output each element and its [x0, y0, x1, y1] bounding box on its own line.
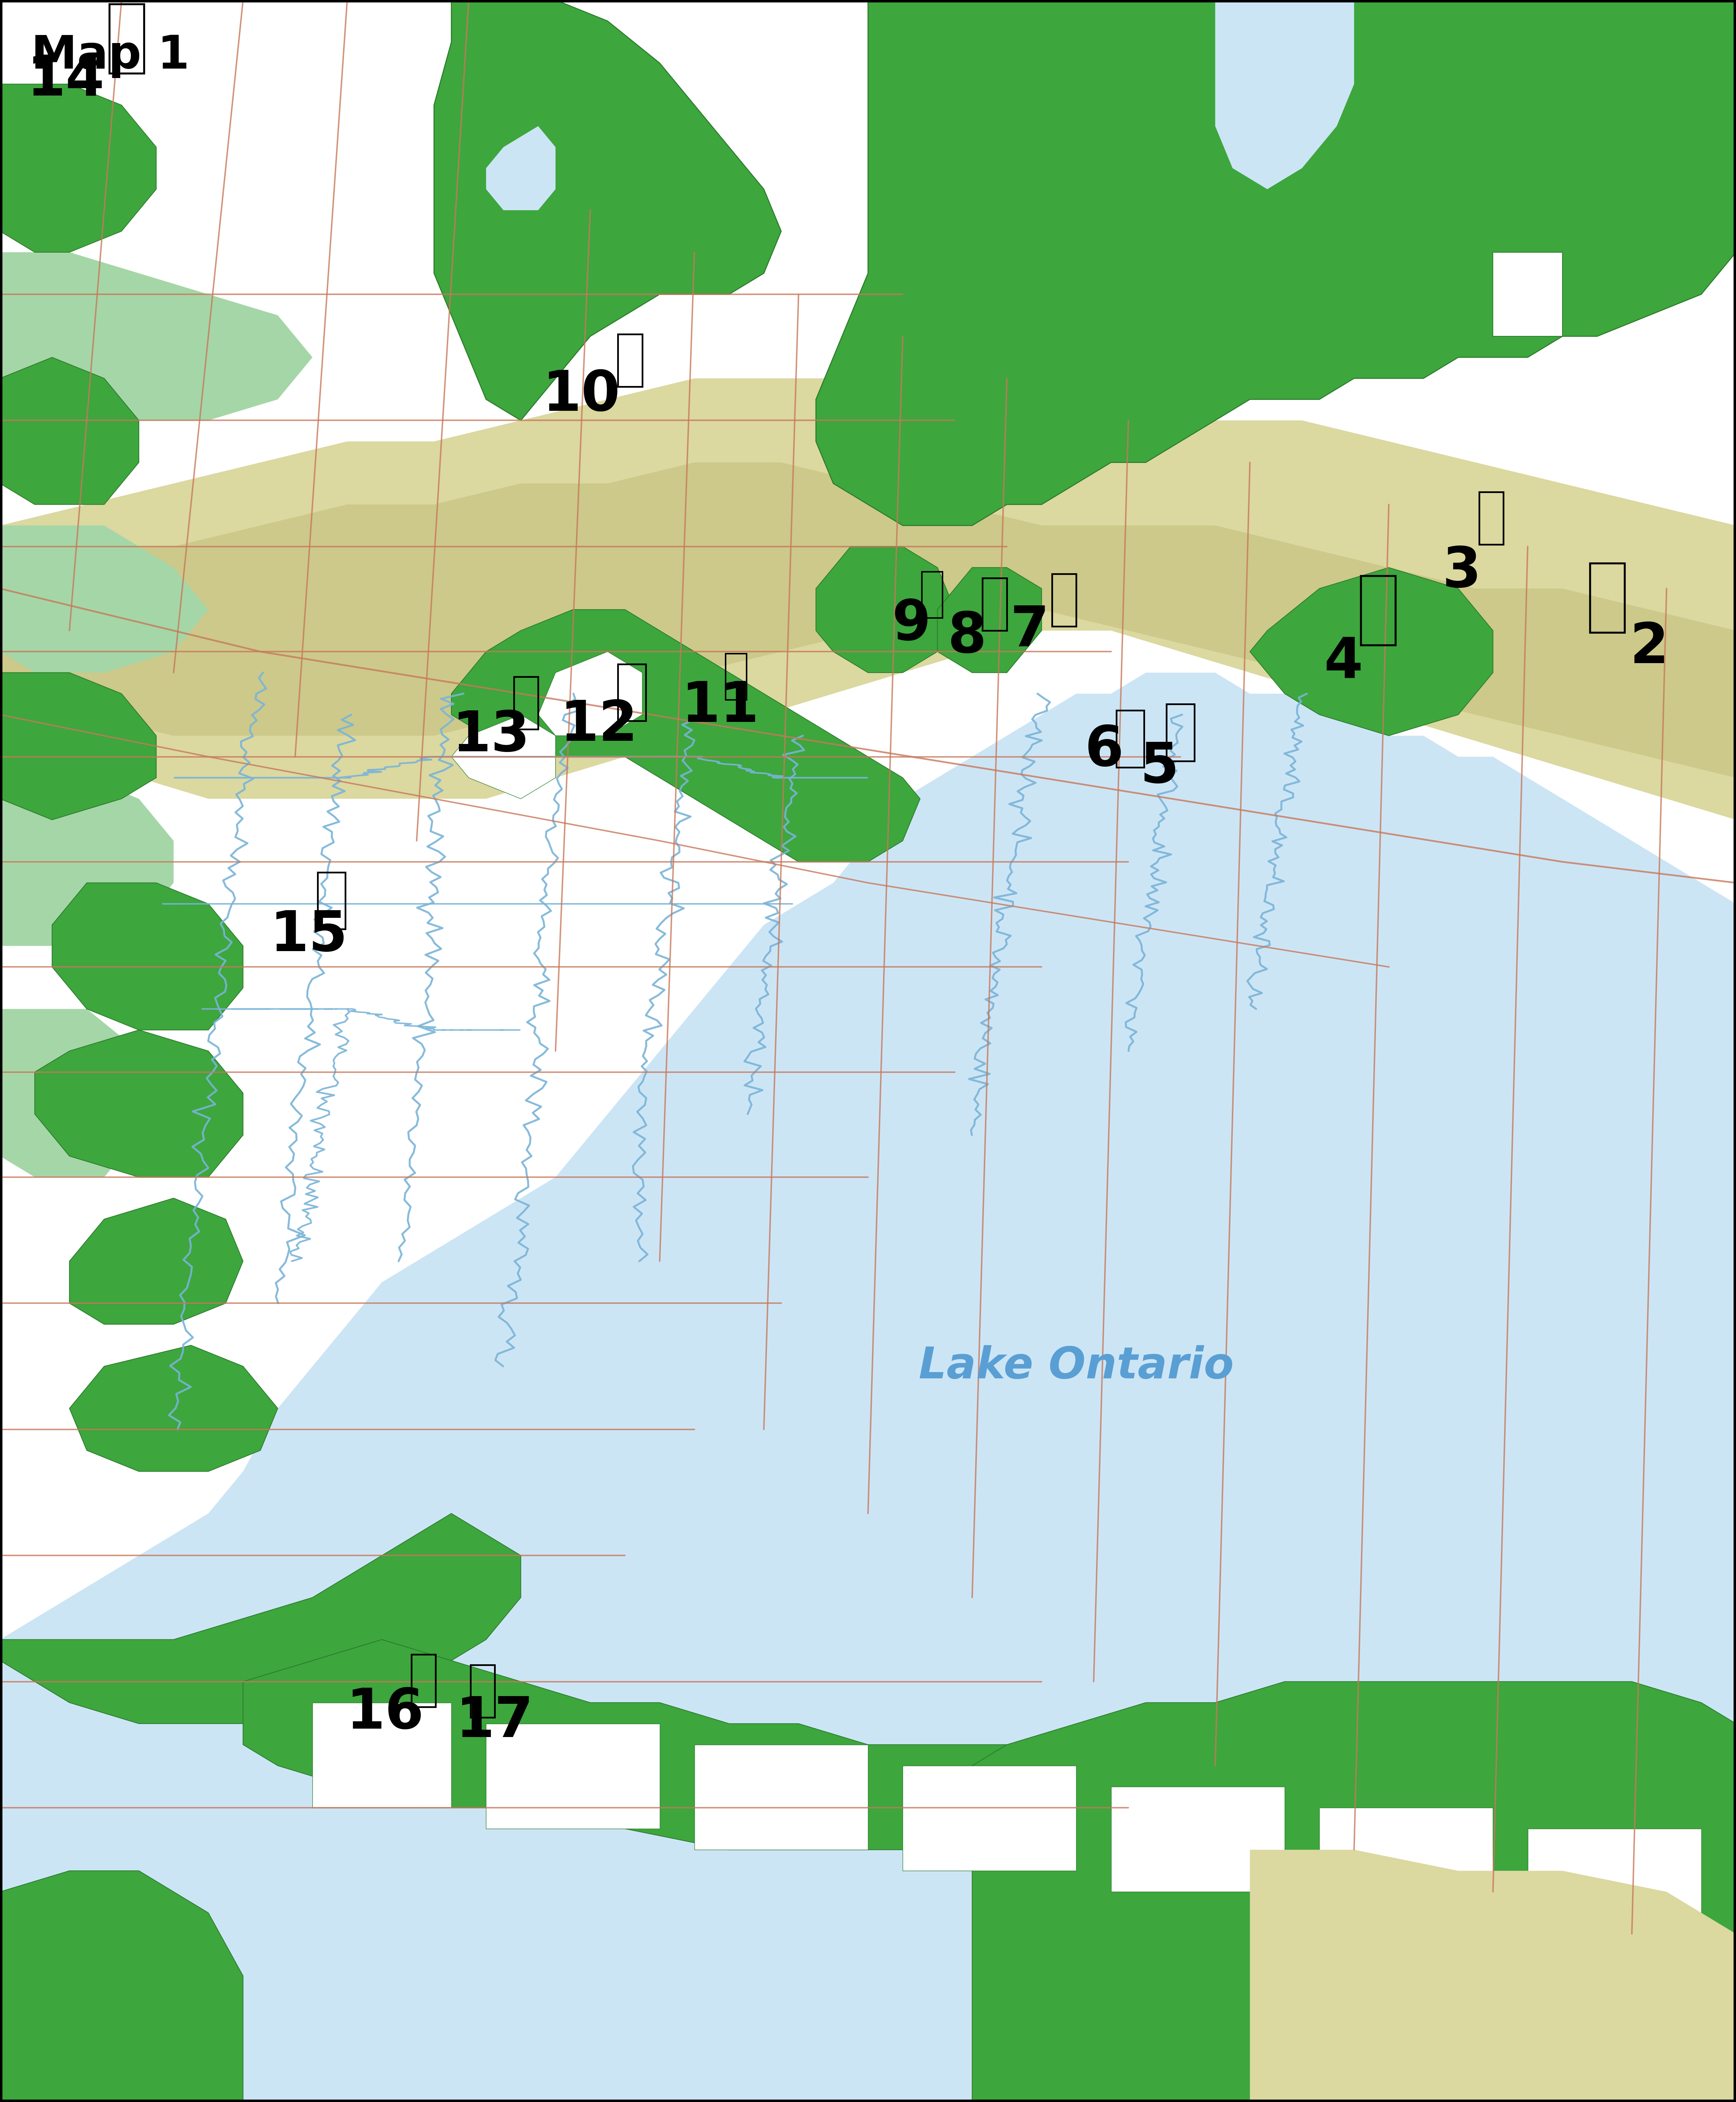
Text: 12: 12	[561, 698, 637, 753]
Polygon shape	[937, 568, 1042, 673]
Text: 5: 5	[1141, 740, 1179, 795]
Polygon shape	[816, 0, 1736, 526]
Bar	[1479, 492, 1503, 544]
Polygon shape	[69, 1198, 243, 1324]
Text: 7: 7	[1010, 603, 1049, 658]
Bar	[618, 334, 642, 387]
Bar	[470, 1665, 495, 1717]
Bar	[1111, 1787, 1285, 1892]
Polygon shape	[35, 1030, 243, 1177]
Polygon shape	[1493, 252, 1562, 336]
Bar	[312, 1703, 451, 1808]
Polygon shape	[0, 673, 1736, 2102]
Bar	[1361, 576, 1396, 645]
Polygon shape	[486, 126, 556, 210]
Text: 16: 16	[347, 1686, 424, 1740]
Polygon shape	[0, 1871, 243, 2102]
Bar	[1528, 1829, 1701, 1934]
Bar	[1167, 704, 1194, 761]
Polygon shape	[0, 673, 156, 820]
Polygon shape	[0, 462, 1736, 778]
Polygon shape	[243, 1640, 1736, 1934]
Polygon shape	[0, 526, 208, 673]
Bar	[411, 1654, 436, 1707]
Bar	[1116, 710, 1144, 767]
Text: 13: 13	[453, 708, 529, 763]
Bar	[109, 4, 144, 74]
Text: 3: 3	[1443, 544, 1481, 599]
Polygon shape	[0, 378, 1736, 820]
Bar	[922, 572, 943, 618]
Polygon shape	[1250, 1850, 1736, 2102]
Text: 6: 6	[1085, 723, 1123, 778]
Text: Map 1: Map 1	[31, 34, 189, 78]
Polygon shape	[0, 1513, 521, 1724]
Polygon shape	[1215, 0, 1354, 189]
Text: Lake Ontario: Lake Ontario	[918, 1345, 1234, 1387]
Text: 15: 15	[271, 908, 347, 963]
Text: 10: 10	[543, 368, 620, 423]
Bar	[694, 1745, 868, 1850]
Text: 11: 11	[682, 679, 759, 734]
Polygon shape	[52, 883, 243, 1030]
Bar	[983, 578, 1007, 631]
Polygon shape	[0, 357, 139, 504]
Polygon shape	[0, 252, 312, 420]
Polygon shape	[972, 1682, 1736, 2102]
Bar	[618, 664, 646, 721]
Polygon shape	[1250, 568, 1493, 736]
Polygon shape	[538, 652, 642, 736]
Text: 14: 14	[28, 53, 104, 107]
Bar	[1590, 563, 1625, 633]
Polygon shape	[0, 1009, 139, 1177]
Text: 4: 4	[1325, 635, 1363, 689]
Bar	[1052, 574, 1076, 626]
Bar	[514, 677, 538, 729]
Text: 17: 17	[457, 1694, 533, 1749]
Bar	[726, 654, 746, 700]
Text: 9: 9	[892, 597, 930, 652]
Bar	[903, 1766, 1076, 1871]
Polygon shape	[451, 610, 920, 862]
Text: 8: 8	[948, 610, 986, 664]
Polygon shape	[451, 715, 556, 799]
Text: 2: 2	[1630, 620, 1668, 675]
Bar	[486, 1724, 660, 1829]
Bar	[318, 872, 345, 929]
Polygon shape	[0, 778, 174, 946]
Polygon shape	[434, 0, 781, 420]
Polygon shape	[0, 84, 156, 252]
Polygon shape	[816, 547, 955, 673]
Polygon shape	[69, 1345, 278, 1471]
Bar	[1319, 1808, 1493, 1913]
